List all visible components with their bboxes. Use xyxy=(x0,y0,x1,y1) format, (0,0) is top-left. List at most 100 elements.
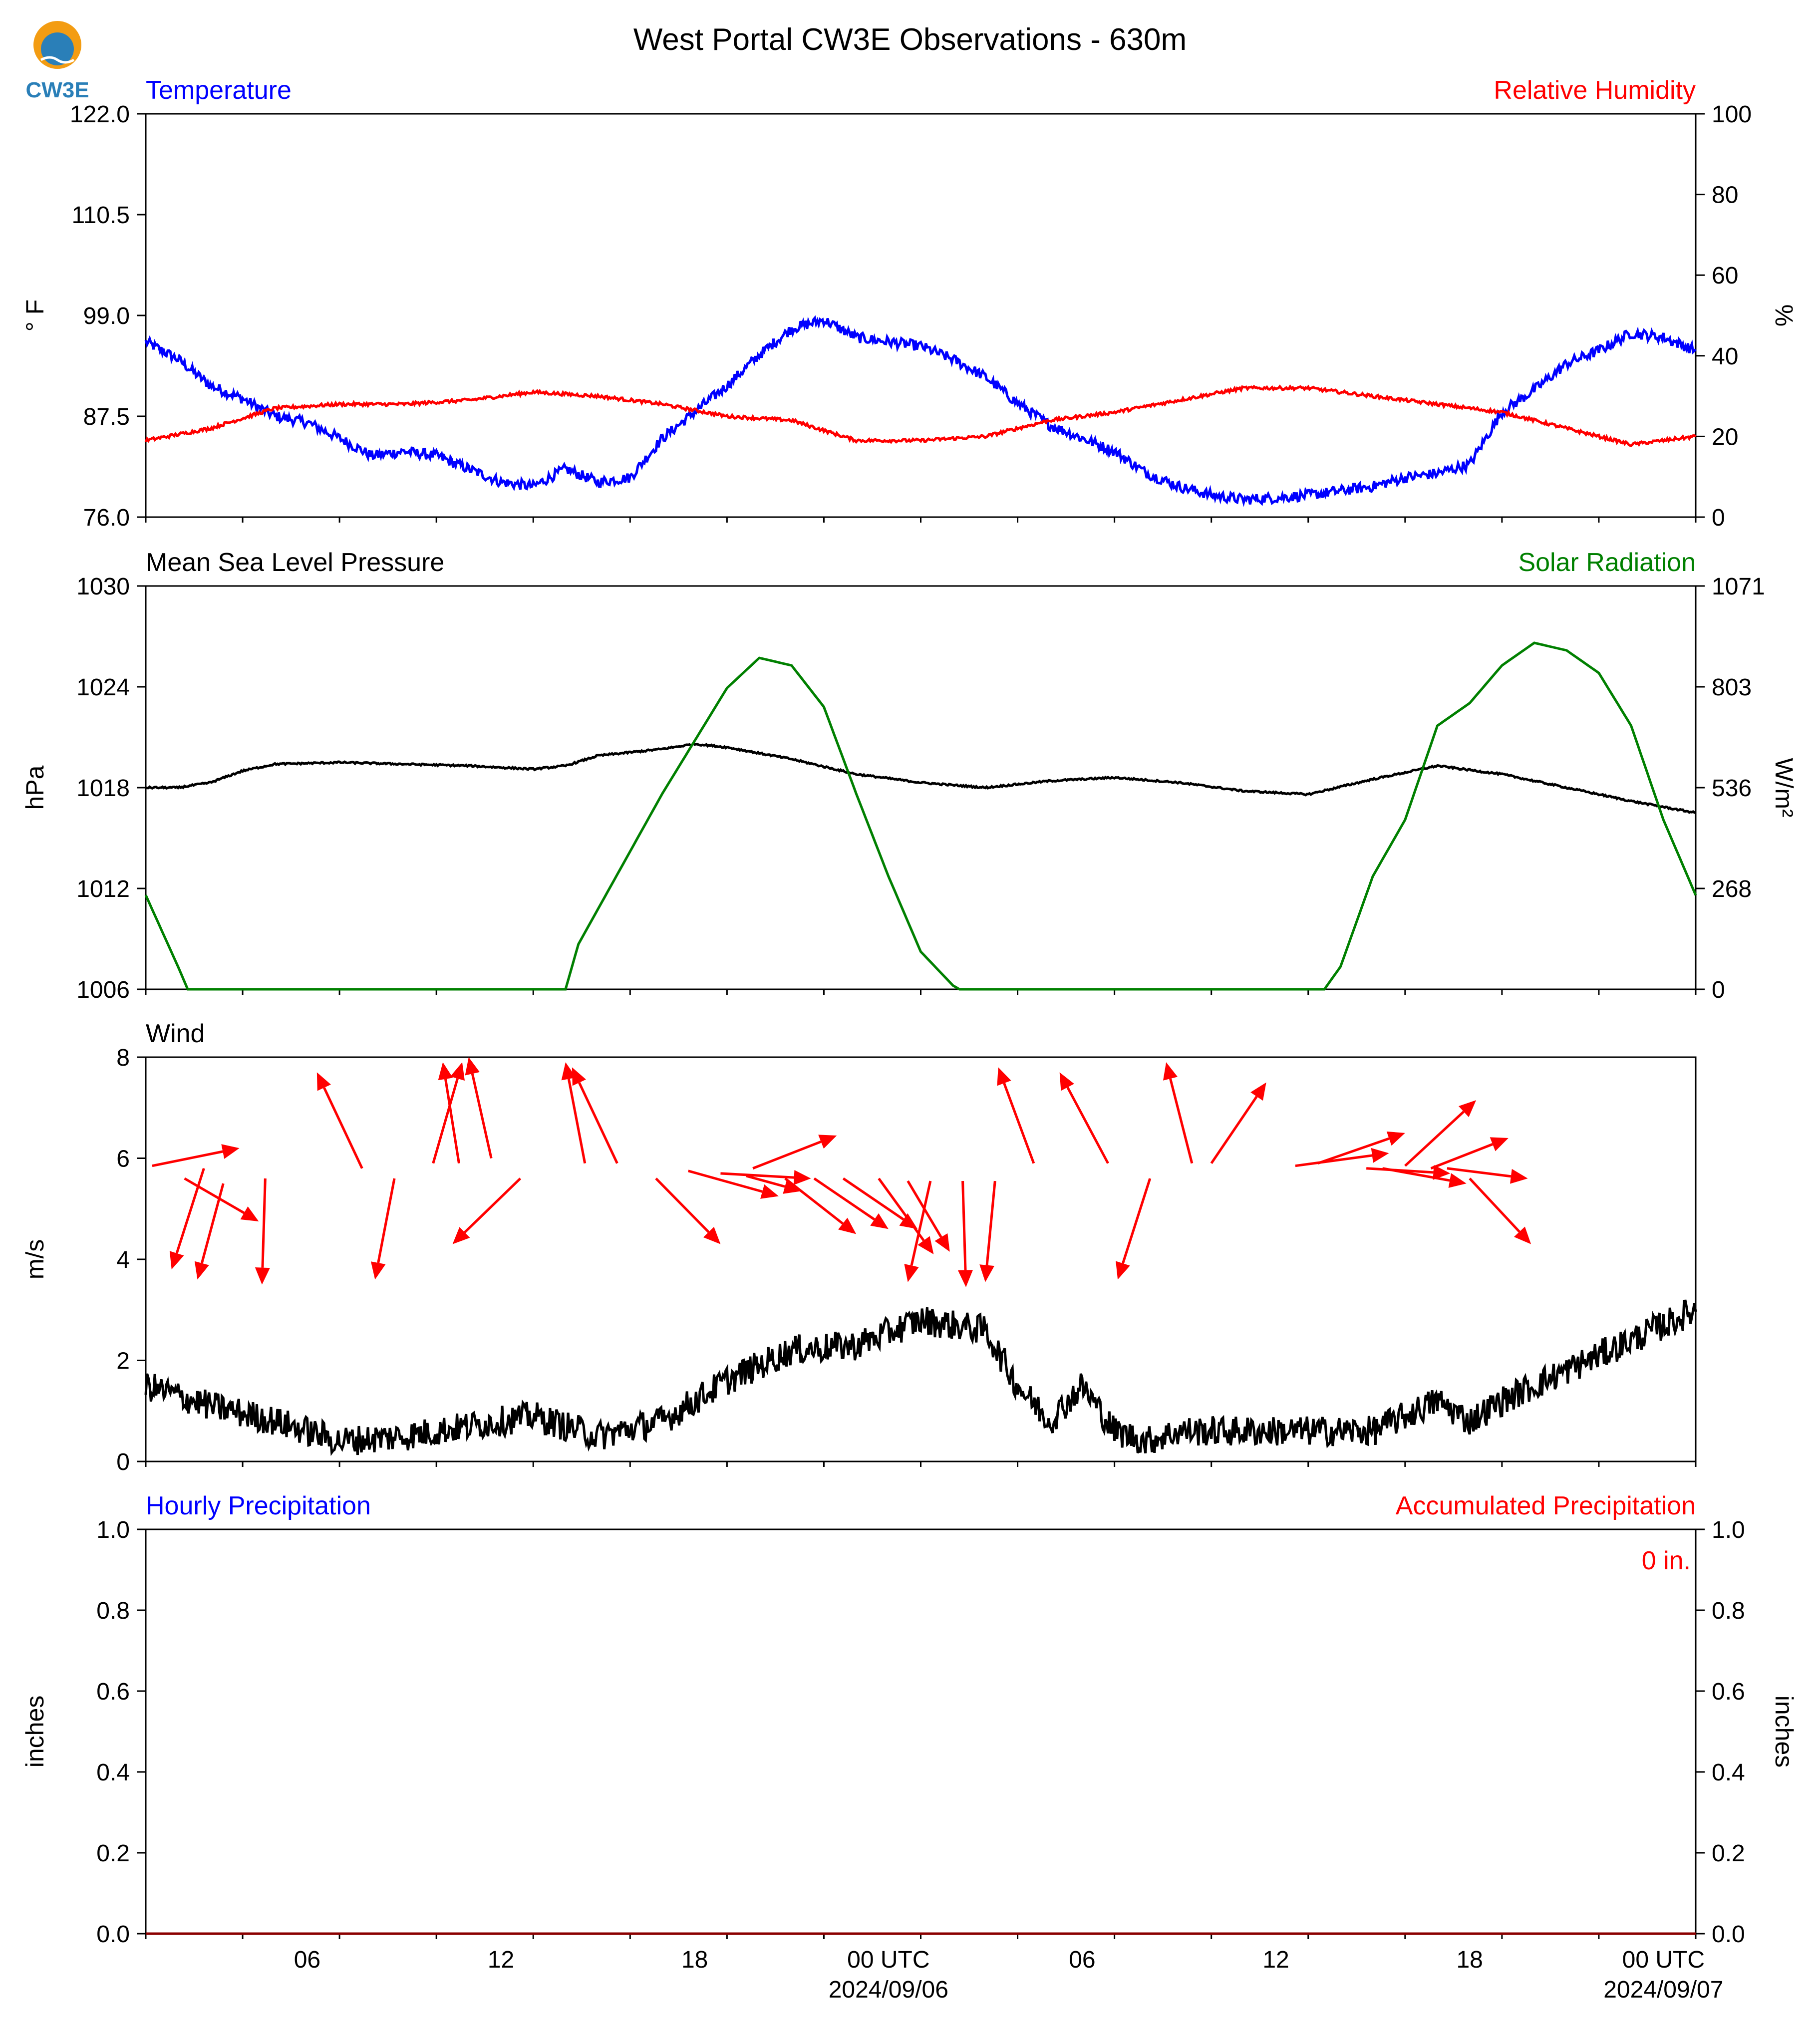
wind-arrow-shaft xyxy=(1003,1083,1035,1164)
wind-arrow-head xyxy=(1386,1131,1405,1146)
y-tick-label-left: 99.0 xyxy=(83,303,130,329)
wind-arrow-shaft xyxy=(323,1087,363,1169)
wind-arrow-shaft xyxy=(200,1183,225,1264)
wind-arrow-shaft xyxy=(1169,1078,1194,1164)
y-tick-label-right: 80 xyxy=(1712,182,1738,209)
wind-arrow-head xyxy=(934,1233,950,1252)
wind-arrow-shaft xyxy=(910,1180,932,1266)
y-tick-label-left: 0.4 xyxy=(96,1759,130,1786)
series-line-1 xyxy=(144,641,1697,991)
y-axis-label-left: hPa xyxy=(21,765,49,810)
x-tick-label: 12 xyxy=(1262,1947,1289,1973)
series-line-0 xyxy=(144,1299,1697,1456)
y-axis-label-left: ° F xyxy=(21,299,49,331)
wind-arrow-head xyxy=(1448,1173,1467,1188)
wind-arrow-head xyxy=(1433,1164,1451,1180)
wind-arrow-shaft xyxy=(985,1180,996,1265)
wind-arrow-head xyxy=(870,1213,889,1229)
y-tick-label-right: 536 xyxy=(1712,775,1752,802)
wind-arrow-shaft xyxy=(752,1140,822,1170)
wind-arrow-head xyxy=(194,1261,209,1280)
x-date-label: 2024/09/06 xyxy=(829,1977,948,2003)
y-tick-label-left: 122.0 xyxy=(70,101,130,128)
series-line-1 xyxy=(144,384,1697,447)
x-tick-label: 18 xyxy=(681,1947,708,1973)
series-line-0 xyxy=(144,315,1697,507)
wind-arrow-head xyxy=(572,1067,586,1086)
wind-arrow-head xyxy=(904,1264,919,1282)
y-tick-label-right: 100 xyxy=(1712,101,1752,128)
wind-arrow-head xyxy=(1163,1062,1178,1081)
y-tick-label-right: 0.0 xyxy=(1712,1921,1745,1948)
wind-arrow-shaft xyxy=(878,1177,925,1241)
panel-left-title: Hourly Precipitation xyxy=(146,1491,371,1520)
wind-arrow-shaft xyxy=(1066,1087,1109,1164)
y-tick-label-left: 0.0 xyxy=(96,1921,130,1948)
y-tick-label-left: 1018 xyxy=(76,775,130,802)
wind-arrow-shaft xyxy=(175,1167,205,1254)
wind-arrow-head xyxy=(1490,1137,1509,1152)
y-axis-label-right: % xyxy=(1770,304,1798,326)
series-line-0 xyxy=(145,741,1696,815)
wind-arrow-head xyxy=(838,1217,857,1234)
wind-arrow-head xyxy=(1458,1100,1477,1118)
panel-left-title: Mean Sea Level Pressure xyxy=(146,548,444,577)
panel-left-title: Temperature xyxy=(146,76,292,105)
wind-arrow-shaft xyxy=(655,1177,710,1233)
wind-arrow-head xyxy=(818,1135,837,1149)
x-tick-label: 06 xyxy=(1069,1947,1095,1973)
x-axis-labels: 06 12 18 00 UTC 06 12 18 00 UTC 2024/09/06 2024/0… xyxy=(294,1947,1724,2003)
y-axis-label-left: m/s xyxy=(21,1239,49,1280)
y-tick-label-right: 0 xyxy=(1712,505,1725,531)
panel-left-title: Wind xyxy=(146,1019,205,1048)
wind-arrow-shaft xyxy=(432,1078,459,1164)
wind-arrow-head xyxy=(221,1144,240,1159)
wind-arrow-head xyxy=(703,1226,721,1244)
cw3e-logo: CW3E xyxy=(25,21,89,102)
wind-arrow-shaft xyxy=(1317,1137,1390,1164)
wind-arrow-head xyxy=(450,1062,465,1081)
wind-arrow-head xyxy=(240,1206,259,1222)
wind-arrow-head xyxy=(783,1179,802,1194)
y-tick-label-left: 0.2 xyxy=(96,1840,130,1867)
y-tick-label-right: 0.4 xyxy=(1712,1759,1745,1786)
chart-title: West Portal CW3E Observations - 630m xyxy=(633,22,1187,57)
precipitation-panel: 0.0 0.2 0.4 0.6 0.8 1.0 0.0 0.2 0.4 0.6 0.8 1.0 Hour… xyxy=(21,1491,1798,1948)
y-tick-label-right: 60 xyxy=(1712,263,1738,289)
wind-arrow-shaft xyxy=(1430,1143,1494,1170)
y-tick-label-left: 8 xyxy=(116,1045,130,1071)
wind-arrow-shaft xyxy=(184,1177,245,1214)
wind-arrow-shaft xyxy=(1404,1111,1465,1167)
wind-arrow-shaft xyxy=(688,1169,763,1193)
y-tick-label-right: 0 xyxy=(1712,977,1725,1003)
wind-arrow-head xyxy=(452,1227,470,1244)
wind-arrow-shaft xyxy=(842,1177,905,1221)
y-tick-label-right: 1071 xyxy=(1712,574,1765,600)
wind-arrow-shaft xyxy=(152,1150,223,1167)
wind-arrow-head xyxy=(1514,1226,1531,1244)
wind-arrow-shaft xyxy=(464,1177,522,1233)
wind-arrow-head xyxy=(438,1062,453,1081)
wind-arrow-shaft xyxy=(961,1180,967,1270)
y-tick-label-left: 1024 xyxy=(76,674,130,701)
wind-arrow-head xyxy=(465,1057,480,1076)
wind-arrow-shaft xyxy=(746,1174,786,1188)
wind-arrow-shaft xyxy=(1295,1154,1373,1167)
wind-arrow-head xyxy=(1510,1168,1528,1184)
wind-arrow-shaft xyxy=(1210,1096,1258,1164)
y-axis-label-left: inches xyxy=(21,1696,49,1768)
wind-arrow-head xyxy=(316,1072,331,1091)
x-tick-label: 18 xyxy=(1456,1947,1483,1973)
y-tick-label-left: 1.0 xyxy=(96,1517,130,1543)
pressure-solar-panel: 1006 1012 1018 1024 1030 0 268 536 803 1071 Mean S… xyxy=(21,548,1798,1003)
y-tick-label-left: 110.5 xyxy=(71,202,130,229)
y-tick-label-left: 1006 xyxy=(76,977,130,1003)
x-tick-label: 00 UTC xyxy=(847,1947,929,1973)
wind-arrow-head xyxy=(958,1270,973,1287)
logo-text: CW3E xyxy=(25,78,89,102)
x-tick-label: 06 xyxy=(294,1947,320,1973)
wind-arrow-head xyxy=(1116,1261,1130,1280)
y-tick-label-right: 268 xyxy=(1712,876,1752,902)
wind-arrow-head xyxy=(169,1251,184,1270)
